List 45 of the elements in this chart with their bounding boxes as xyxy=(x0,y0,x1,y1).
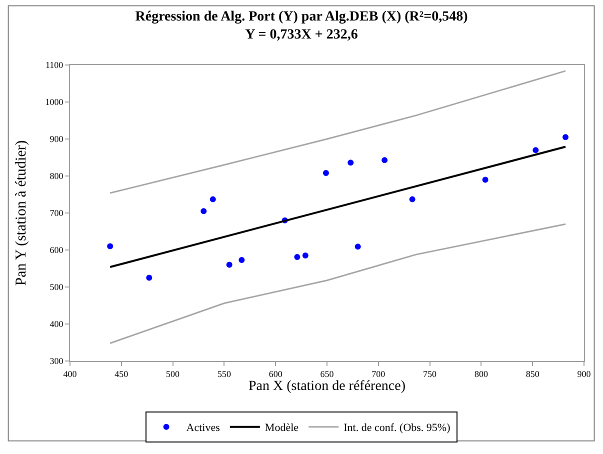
y-axis-title: Pan Y (station à étudier) xyxy=(13,140,30,286)
x-tick-label: 450 xyxy=(114,368,129,379)
point xyxy=(238,256,245,263)
chart-title: Régression de Alg. Port (Y) par Alg.DEB (X) (R²=0,548) xyxy=(135,9,468,24)
point xyxy=(294,254,300,260)
line-series xyxy=(109,70,566,194)
legend-label: Actives xyxy=(186,422,220,434)
x-tick-label: 600 xyxy=(268,368,283,379)
point xyxy=(146,274,152,281)
point xyxy=(382,157,388,164)
point xyxy=(226,262,232,268)
legend-label: Int. de conf. (Obs. 95%) xyxy=(344,422,451,434)
chart-subtitle: Y = 0,733X + 232,6 xyxy=(245,28,358,43)
y-tick-label: 600 xyxy=(50,245,64,256)
y-tick-label: 800 xyxy=(50,171,64,182)
y-tick-label: 700 xyxy=(50,208,64,218)
x-tick-label: 500 xyxy=(166,368,180,379)
point xyxy=(354,244,361,250)
line-series xyxy=(109,223,566,344)
point xyxy=(348,160,354,166)
x-tick-label: 650 xyxy=(320,368,334,379)
x-tick-label: 850 xyxy=(526,368,540,379)
x-tick-label: 550 xyxy=(217,368,232,379)
point xyxy=(532,147,539,154)
x-axis-title: Pan X (station de référence) xyxy=(248,379,406,394)
point xyxy=(409,196,416,202)
point xyxy=(200,208,207,214)
y-tick-label: 400 xyxy=(50,319,64,330)
y-tick-label: 1000 xyxy=(45,97,64,108)
point xyxy=(107,243,114,250)
y-tick-label: 900 xyxy=(50,134,64,144)
y-tick-label: 1100 xyxy=(46,60,64,70)
legend-label: Modèle xyxy=(264,422,299,434)
x-tick-label: 900 xyxy=(577,368,592,379)
point xyxy=(210,196,216,202)
point xyxy=(482,176,488,183)
x-tick-label: 400 xyxy=(63,368,78,379)
point xyxy=(322,170,329,176)
y-tick-label: 500 xyxy=(50,282,64,292)
x-tick-label: 800 xyxy=(474,368,488,379)
y-tick-label: 300 xyxy=(50,356,64,366)
point xyxy=(302,252,308,259)
point xyxy=(562,134,568,140)
x-tick-label: 700 xyxy=(372,368,386,379)
x-tick-label: 750 xyxy=(423,368,438,379)
